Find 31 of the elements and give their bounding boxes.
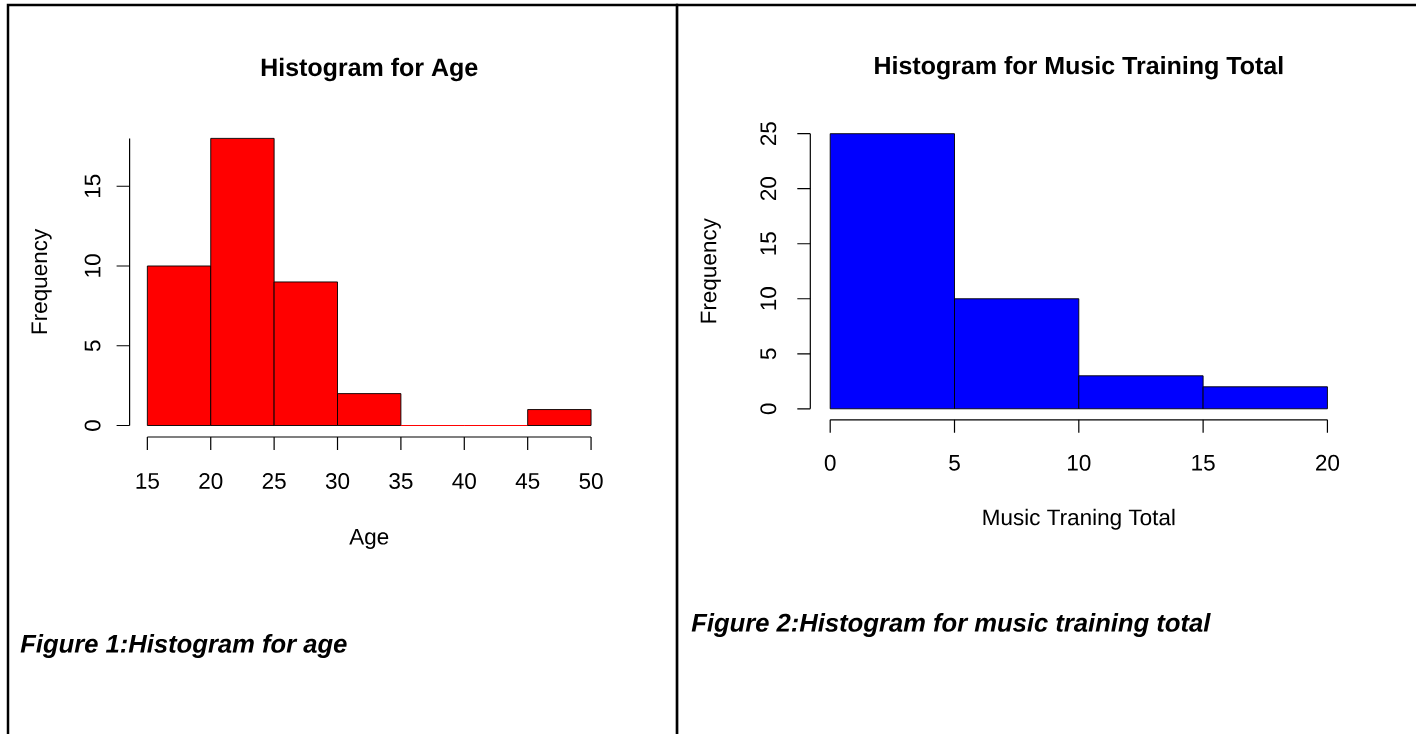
- x-axis-title: Music Traning Total: [983, 508, 1175, 530]
- chart-title: Histogram for Music Training Total: [875, 55, 1283, 80]
- y-axis-title: Frequency: [31, 228, 52, 334]
- y-tick-label: 15: [760, 232, 777, 255]
- caption: Figure 2:Histogram for music training total: [691, 613, 1211, 637]
- x-tick-label: 35: [389, 473, 413, 489]
- y-tick-label: 10: [84, 254, 101, 277]
- x-tick-label: 15: [136, 473, 159, 489]
- x-tick-label: 30: [325, 473, 350, 489]
- x-tick-label: 20: [1316, 454, 1340, 471]
- chart-title: Histogram for Age: [261, 57, 478, 82]
- y-tick-label: 15: [84, 174, 101, 198]
- x-tick-label: 20: [199, 473, 223, 489]
- x-tick-label: 10: [1068, 454, 1091, 471]
- x-tick-label: 45: [515, 473, 540, 489]
- x-tick-label: 40: [452, 473, 476, 489]
- y-tick-label: 20: [760, 177, 777, 201]
- y-tick-label: 5: [84, 340, 101, 352]
- y-tick-label: 10: [760, 287, 777, 310]
- x-tick-label: 0: [824, 454, 836, 471]
- y-tick-label: 5: [760, 348, 777, 360]
- y-axis-title: Frequency: [700, 218, 721, 323]
- y-tick-label: 25: [760, 122, 777, 146]
- caption: Figure 1:Histogram for age: [20, 634, 347, 658]
- x-tick-label: 5: [949, 454, 960, 471]
- x-axis-title: Age: [349, 528, 389, 550]
- x-tick-label: 15: [1192, 454, 1215, 471]
- x-tick-label: 50: [579, 473, 603, 489]
- y-tick-label: 0: [84, 420, 101, 431]
- y-tick-label: 0: [760, 403, 777, 415]
- x-tick-label: 25: [262, 473, 286, 489]
